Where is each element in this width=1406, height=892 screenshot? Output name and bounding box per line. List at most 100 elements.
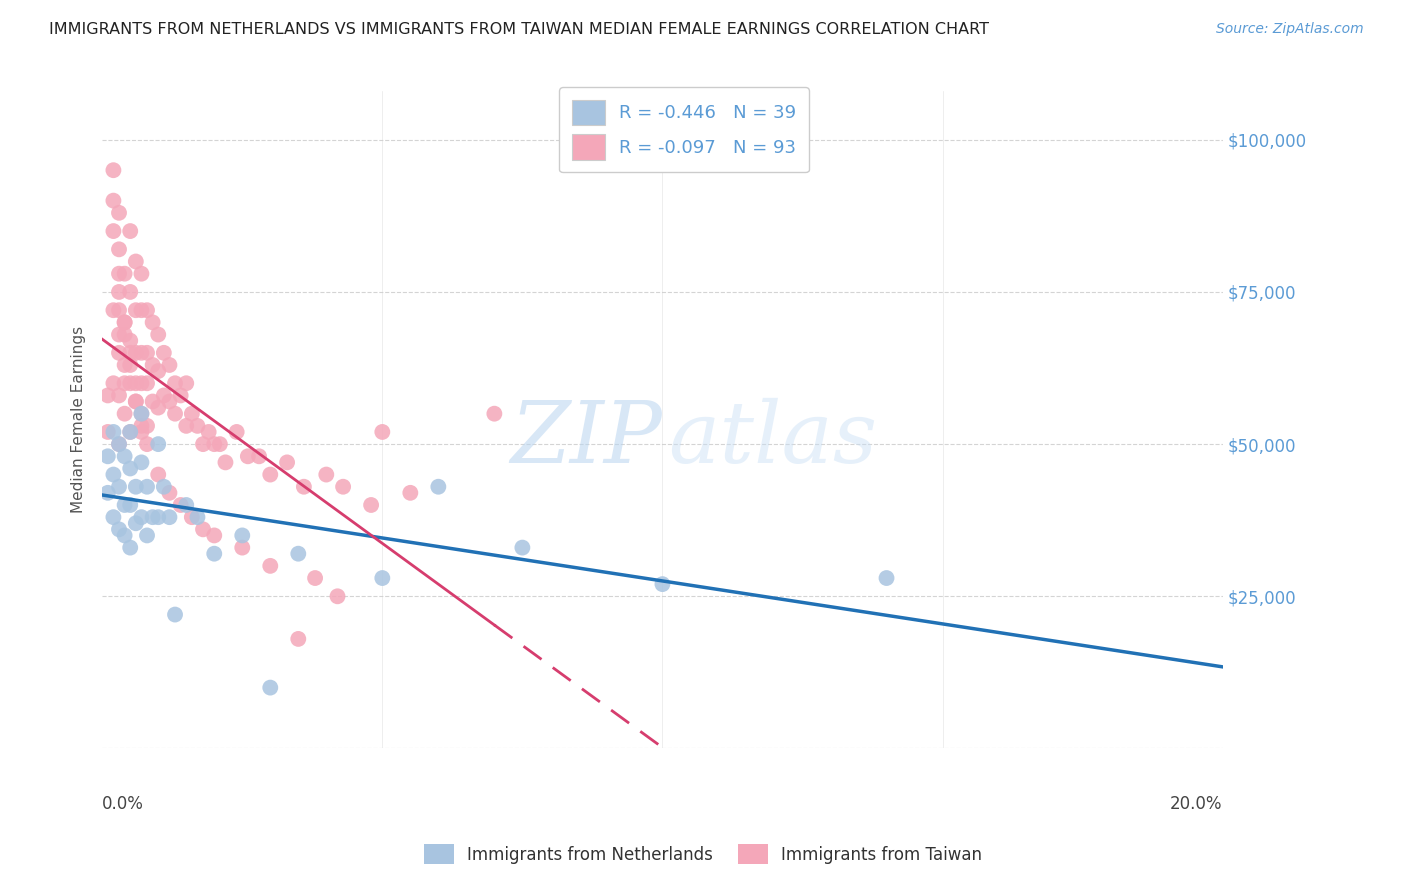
Text: ZIP: ZIP [510, 398, 662, 481]
Point [125, 394, 148, 409]
Point [651, 577, 673, 591]
Point [108, 437, 131, 451]
Point [174, 498, 197, 512]
Point [114, 315, 136, 329]
Point [120, 376, 142, 391]
Point [120, 358, 142, 372]
Text: 20.0%: 20.0% [1170, 795, 1223, 813]
Point [120, 285, 142, 299]
Point [114, 267, 136, 281]
Point [276, 455, 298, 469]
Point [225, 425, 247, 439]
Point [120, 461, 142, 475]
Point [180, 407, 202, 421]
Point [876, 571, 898, 585]
Point [259, 558, 281, 573]
Point [148, 437, 170, 451]
Point [136, 480, 159, 494]
Point [108, 267, 131, 281]
Point [125, 303, 148, 318]
Point [108, 346, 131, 360]
Point [214, 455, 236, 469]
Point [202, 528, 225, 542]
Point [120, 425, 142, 439]
Point [148, 327, 170, 342]
Point [103, 194, 125, 208]
Point [103, 163, 125, 178]
Point [136, 303, 159, 318]
Point [186, 418, 208, 433]
Point [131, 418, 153, 433]
Point [484, 407, 506, 421]
Point [108, 303, 131, 318]
Point [247, 450, 270, 464]
Point [292, 480, 315, 494]
Point [287, 547, 309, 561]
Point [136, 437, 159, 451]
Point [142, 510, 165, 524]
Point [136, 346, 159, 360]
Point [148, 510, 170, 524]
Point [186, 510, 208, 524]
Point [125, 480, 148, 494]
Point [236, 450, 259, 464]
Point [169, 498, 191, 512]
Point [108, 437, 131, 451]
Point [159, 394, 181, 409]
Point [159, 510, 181, 524]
Point [114, 376, 136, 391]
Point [114, 528, 136, 542]
Point [148, 401, 170, 415]
Point [136, 376, 159, 391]
Point [97, 485, 120, 500]
Point [125, 346, 148, 360]
Point [103, 303, 125, 318]
Point [159, 485, 181, 500]
Point [120, 425, 142, 439]
Point [108, 206, 131, 220]
Point [114, 450, 136, 464]
Point [163, 376, 186, 391]
Point [332, 480, 354, 494]
Point [114, 498, 136, 512]
Point [125, 254, 148, 268]
Point [148, 467, 170, 482]
Point [191, 437, 214, 451]
Point [131, 455, 153, 469]
Point [174, 376, 197, 391]
Point [163, 607, 186, 622]
Point [97, 450, 120, 464]
Legend: Immigrants from Netherlands, Immigrants from Taiwan: Immigrants from Netherlands, Immigrants … [418, 838, 988, 871]
Point [120, 346, 142, 360]
Point [315, 467, 337, 482]
Point [125, 376, 148, 391]
Point [169, 388, 191, 402]
Point [304, 571, 326, 585]
Point [259, 467, 281, 482]
Point [191, 522, 214, 536]
Point [148, 364, 170, 378]
Point [108, 327, 131, 342]
Legend: R = -0.446   N = 39, R = -0.097   N = 93: R = -0.446 N = 39, R = -0.097 N = 93 [560, 87, 808, 172]
Text: atlas: atlas [668, 398, 877, 481]
Point [103, 224, 125, 238]
Point [259, 681, 281, 695]
Point [360, 498, 382, 512]
Point [120, 224, 142, 238]
Point [427, 480, 450, 494]
Y-axis label: Median Female Earnings: Median Female Earnings [72, 326, 86, 513]
Point [197, 425, 219, 439]
Point [131, 303, 153, 318]
Point [163, 407, 186, 421]
Point [174, 418, 197, 433]
Point [114, 315, 136, 329]
Point [371, 425, 394, 439]
Point [108, 243, 131, 257]
Point [153, 480, 176, 494]
Point [142, 315, 165, 329]
Point [120, 498, 142, 512]
Point [131, 346, 153, 360]
Point [371, 571, 394, 585]
Point [399, 485, 422, 500]
Text: Source: ZipAtlas.com: Source: ZipAtlas.com [1216, 22, 1364, 37]
